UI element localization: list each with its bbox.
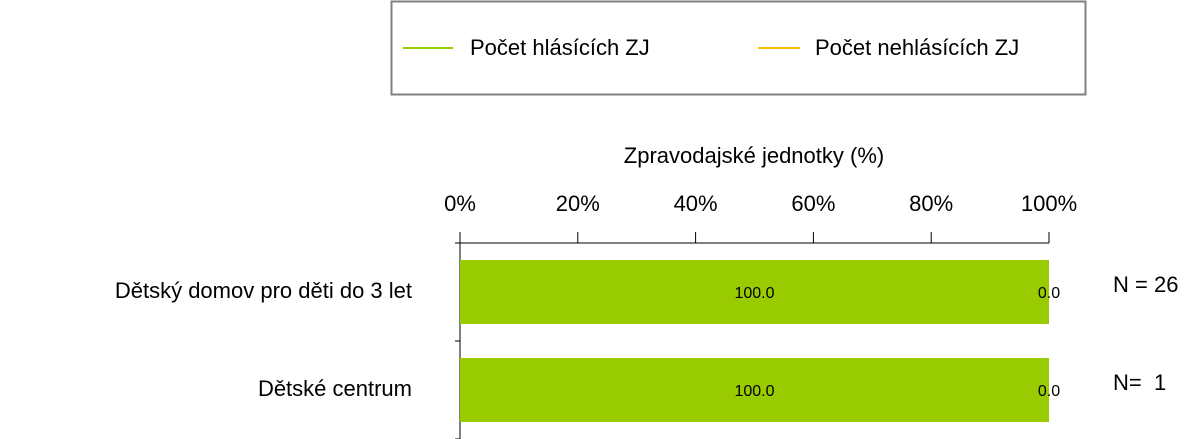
category-label: Dětský domov pro děti do 3 let (115, 278, 412, 303)
x-tick-label: 60% (791, 191, 835, 216)
x-tick-label: 80% (909, 191, 953, 216)
bar-segment (460, 260, 1049, 324)
x-tick-label: 20% (556, 191, 600, 216)
value-label: 0.0 (1038, 383, 1060, 400)
x-tick-label: 40% (674, 191, 718, 216)
legend-label: Počet hlásících ZJ (470, 35, 650, 60)
category-label: Dětské centrum (258, 376, 412, 401)
annotation: N= 1 (1113, 370, 1166, 395)
legend-label: Počet nehlásících ZJ (815, 35, 1019, 60)
value-label: 100.0 (734, 383, 774, 400)
legend-box (390, 0, 1087, 96)
value-label: 0.0 (1038, 285, 1060, 302)
x-tick-label: 100% (1021, 191, 1077, 216)
x-tick-label: 0% (444, 191, 476, 216)
annotation: N = 26 (1113, 272, 1178, 297)
axis-title: Zpravodajské jednotky (%) (624, 143, 884, 168)
bar-segment (460, 358, 1049, 422)
value-label: 100.0 (734, 285, 774, 302)
